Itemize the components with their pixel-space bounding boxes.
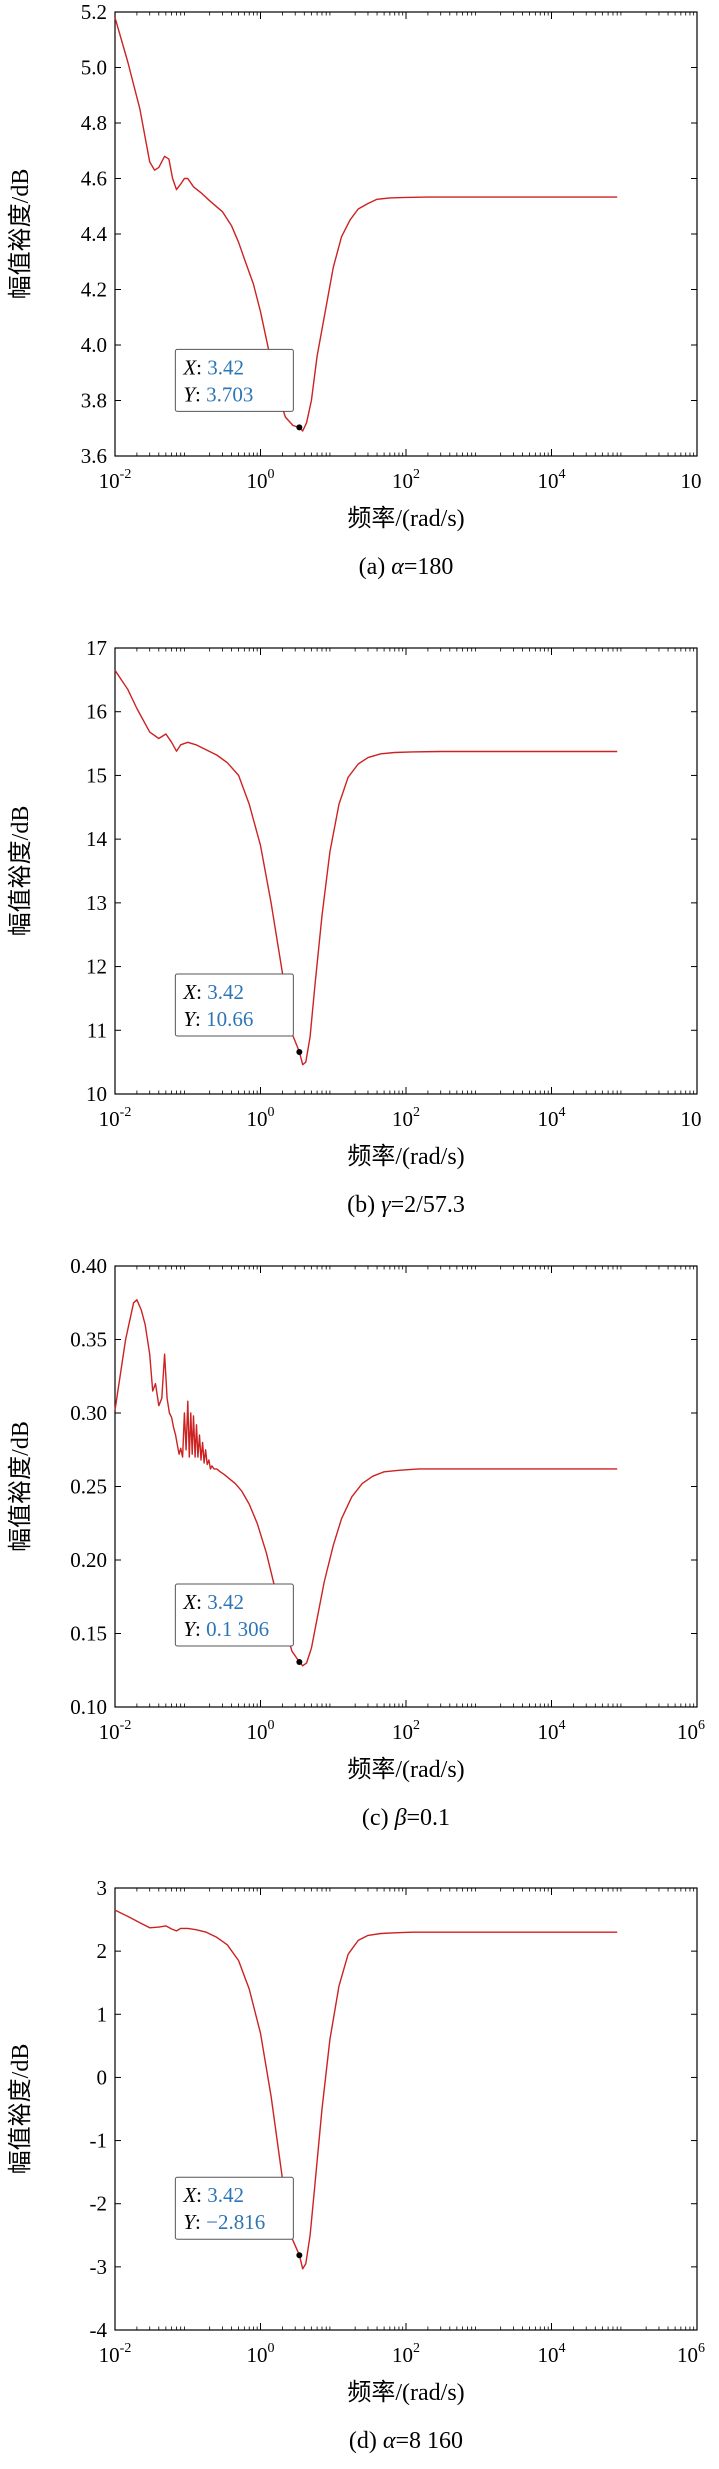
y-tick-label: 0.30 (70, 1401, 107, 1425)
data-tip-marker (296, 1659, 303, 1666)
y-tick-label: -4 (90, 2318, 108, 2342)
x-tick-label: 10-2 (99, 2341, 132, 2367)
y-tick-label: 13 (86, 891, 107, 915)
x-tick-label: 100 (247, 1718, 275, 1744)
x-tick-label: 104 (538, 467, 566, 493)
data-tip-marker (296, 2252, 303, 2259)
data-tip-marker (296, 1048, 303, 1055)
x-tick-label: 106 (677, 1718, 705, 1744)
y-tick-label: 15 (86, 763, 107, 787)
y-tick-label: 3 (97, 1876, 108, 1900)
y-tick-label: 2 (97, 1939, 108, 1963)
data-tip-y: Y: 3.703 (183, 382, 253, 406)
data-tip-box (174, 2176, 294, 2240)
y-tick-label: -3 (90, 2255, 108, 2279)
x-tick-label: 10 (681, 1107, 702, 1131)
x-tick-label: 10-2 (99, 467, 132, 493)
data-tip-y: Y: 10.66 (183, 1007, 253, 1031)
chart-panel: 3.6 3.8 4.0 4.2 4.4 4.6 4.8 5.0 5.2 10-2 100 102 104… (7, 0, 702, 580)
y-tick-label: 16 (86, 700, 107, 724)
data-tip-box (174, 1583, 294, 1647)
chart-panel: -4 -3 -2 -1 0 1 2 3 10-2 100 102 104 106 X: 3.42 Y: −2… (7, 1876, 705, 2454)
y-tick-label: 0.10 (70, 1695, 107, 1719)
chart-panel: 0.10 0.15 0.20 0.25 0.30 0.35 0.40 10-2 100 102 10… (7, 1254, 705, 1831)
y-tick-label: 5.2 (81, 0, 107, 24)
x-tick-label: 100 (247, 467, 275, 493)
panel-caption: (c) β=0.1 (362, 1805, 450, 1831)
x-tick-label: 102 (392, 1105, 420, 1131)
x-axis-label: 频率/(rad/s) (347, 505, 464, 532)
x-tick-label: 102 (392, 2341, 420, 2367)
x-tick-label: 104 (538, 1105, 566, 1131)
y-tick-label: 0 (97, 2065, 108, 2089)
data-tip-x: X: 3.42 (182, 1590, 244, 1614)
y-tick-label: 0.15 (70, 1622, 107, 1646)
x-axis-label: 频率/(rad/s) (347, 2379, 464, 2406)
y-tick-label: 4.2 (81, 278, 107, 302)
y-tick-label: 11 (87, 1018, 107, 1042)
x-tick-label: 100 (247, 2341, 275, 2367)
y-tick-label: 5.0 (81, 56, 107, 80)
y-tick-label: -2 (90, 2192, 108, 2216)
panel-caption: (b) γ=2/57.3 (347, 1192, 465, 1218)
y-tick-label: 10 (86, 1082, 107, 1106)
y-tick-label: 3.6 (81, 444, 107, 468)
y-axis-label: 幅值裕度/dB (7, 2044, 34, 2175)
x-tick-label: 104 (538, 2341, 566, 2367)
y-tick-label: 12 (86, 955, 107, 979)
data-tip-x: X: 3.42 (182, 355, 244, 379)
y-tick-label: 17 (86, 636, 107, 660)
plot-frame (114, 1887, 698, 2331)
data-tip-marker (296, 424, 303, 431)
x-tick-label: 102 (392, 467, 420, 493)
y-tick-label: -1 (90, 2129, 108, 2153)
y-tick-label: 4.4 (81, 222, 108, 246)
y-tick-label: 4.0 (81, 333, 107, 357)
x-tick-label: 100 (247, 1105, 275, 1131)
y-tick-label: 0.35 (70, 1328, 107, 1352)
data-tip-x: X: 3.42 (182, 2183, 244, 2207)
x-tick-label: 10-2 (99, 1718, 132, 1744)
x-tick-label: 10-2 (99, 1105, 132, 1131)
y-tick-label: 4.6 (81, 167, 107, 191)
y-tick-label: 1 (97, 2002, 108, 2026)
data-tip-box (174, 973, 294, 1037)
panel-caption: (a) α=180 (359, 554, 454, 580)
y-axis-label: 幅值裕度/dB (7, 806, 34, 937)
x-tick-label: 104 (538, 1718, 566, 1744)
data-tip-y: Y: −2.816 (183, 2210, 265, 2234)
chart-panel: 10 11 12 13 14 15 16 17 10-2 100 102 104 10 X: 3.42 Y:… (7, 636, 702, 1218)
series-line (114, 1299, 618, 1667)
y-tick-label: 14 (86, 827, 108, 851)
y-tick-label: 0.25 (70, 1475, 107, 1499)
y-tick-label: 0.40 (70, 1254, 107, 1278)
panel-caption: (d) α=8 160 (349, 2428, 463, 2454)
y-tick-label: 0.20 (70, 1548, 107, 1572)
x-tick-label: 106 (677, 2341, 705, 2367)
y-axis-label: 幅值裕度/dB (7, 169, 34, 300)
y-tick-label: 3.8 (81, 389, 107, 413)
y-tick-label: 4.8 (81, 111, 107, 135)
y-axis-label: 幅值裕度/dB (7, 1421, 34, 1552)
x-tick-label: 10 (681, 469, 702, 493)
x-axis-label: 频率/(rad/s) (347, 1143, 464, 1170)
data-tip-x: X: 3.42 (182, 980, 244, 1004)
x-tick-label: 102 (392, 1718, 420, 1744)
x-axis-label: 频率/(rad/s) (347, 1756, 464, 1783)
data-tip-box (174, 348, 294, 412)
data-tip-y: Y: 0.1 306 (183, 1617, 269, 1641)
